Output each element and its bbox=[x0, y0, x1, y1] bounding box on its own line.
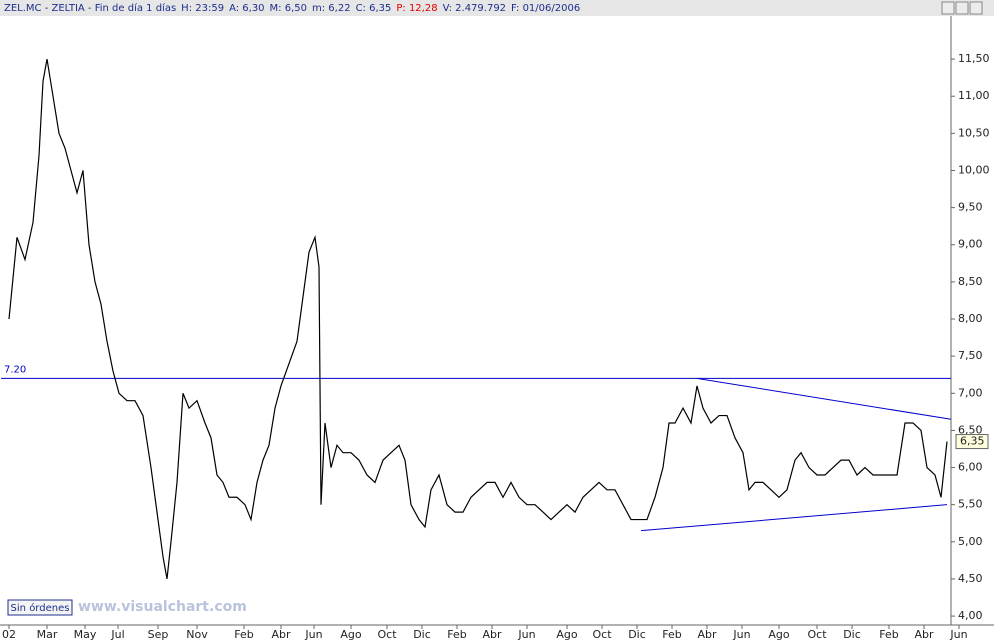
header-item: H: 23:59 bbox=[181, 3, 224, 14]
header-item: m: 6,22 bbox=[312, 3, 351, 14]
maximize-button[interactable] bbox=[969, 1, 983, 15]
header-item: A: 6,30 bbox=[229, 3, 264, 14]
x-tick-label: Feb bbox=[234, 628, 253, 641]
x-tick-label: Oct bbox=[377, 628, 397, 641]
x-tick-label: Feb bbox=[447, 628, 466, 641]
window-buttons[interactable] bbox=[941, 1, 983, 15]
y-tick-label: 8,50 bbox=[958, 275, 983, 288]
x-tick-label: Abr bbox=[697, 628, 717, 641]
x-tick-label: Feb bbox=[662, 628, 681, 641]
x-tick-label: Nov bbox=[186, 628, 208, 641]
y-tick-label: 10,50 bbox=[958, 126, 990, 139]
x-tick-label: Sep bbox=[148, 628, 169, 641]
x-tick-label: Jun bbox=[732, 628, 750, 641]
trendline bbox=[640, 504, 948, 532]
x-tick-label: Dic bbox=[413, 628, 431, 641]
y-tick-label: 10,00 bbox=[958, 163, 990, 176]
header-item: P: 12,28 bbox=[396, 3, 437, 14]
x-tick-label: Dic bbox=[843, 628, 861, 641]
y-tick-label: 7,50 bbox=[958, 349, 983, 362]
header-item: ZEL.MC - ZELTIA - Fin de día 1 días bbox=[4, 2, 176, 14]
last-price-box bbox=[955, 434, 989, 450]
x-tick-label: Jun bbox=[304, 628, 322, 641]
x-tick-label: Abr bbox=[914, 628, 934, 641]
x-tick-label: Ago bbox=[768, 628, 790, 641]
x-tick-label: Ago bbox=[340, 628, 362, 641]
watermark: www.visualchart.com bbox=[78, 599, 247, 615]
last-price-label: 6,35 bbox=[960, 435, 985, 448]
y-tick-label: 4,50 bbox=[958, 572, 983, 585]
y-tick-label: 4,00 bbox=[958, 609, 983, 622]
y-tick-label: 9,50 bbox=[958, 201, 983, 214]
scroll-button[interactable] bbox=[941, 1, 955, 15]
x-tick-label: Dic bbox=[628, 628, 646, 641]
x-tick-label: Oct bbox=[807, 628, 827, 641]
trendline bbox=[696, 377, 952, 420]
y-tick-label: 6,50 bbox=[958, 423, 983, 436]
y-tick-label: 8,00 bbox=[958, 312, 983, 325]
x-tick-label: Abr bbox=[482, 628, 502, 641]
x-tick-label: Abr bbox=[271, 628, 291, 641]
orders-button[interactable] bbox=[7, 599, 73, 616]
x-tick-label: Ago bbox=[556, 628, 578, 641]
x-tick-label: May bbox=[74, 628, 97, 641]
price-line bbox=[8, 58, 948, 580]
y-tick-label: 11,00 bbox=[958, 89, 990, 102]
horizontal-line-label: 7.20 bbox=[4, 364, 26, 375]
x-tick-label: Oct bbox=[592, 628, 612, 641]
orders-button-label[interactable]: Sin órdenes bbox=[11, 602, 70, 614]
y-tick-label: 9,00 bbox=[958, 238, 983, 251]
header-item: F: 01/06/2006 bbox=[511, 3, 580, 14]
y-tick-label: 6,00 bbox=[958, 461, 983, 474]
y-tick-label: 5,00 bbox=[958, 535, 983, 548]
x-tick-label: Jul bbox=[110, 628, 124, 641]
header-item: M: 6,50 bbox=[270, 3, 307, 14]
y-tick-label: 7,00 bbox=[958, 386, 983, 399]
x-tick-label: Jun bbox=[949, 628, 967, 641]
header-bar bbox=[0, 0, 994, 16]
minimize-button[interactable] bbox=[955, 1, 969, 15]
x-tick-label: 02 bbox=[2, 628, 16, 641]
y-tick-label: 11,50 bbox=[958, 52, 990, 65]
x-tick-label: Mar bbox=[37, 628, 58, 641]
header-item: V: 2.479.792 bbox=[443, 3, 506, 14]
header: ZEL.MC - ZELTIA - Fin de día 1 días H: 23… bbox=[4, 2, 580, 14]
header-item: C: 6,35 bbox=[356, 3, 392, 14]
x-tick-label: Feb bbox=[879, 628, 898, 641]
x-tick-label: Jun bbox=[517, 628, 535, 641]
y-tick-label: 5,50 bbox=[958, 498, 983, 511]
